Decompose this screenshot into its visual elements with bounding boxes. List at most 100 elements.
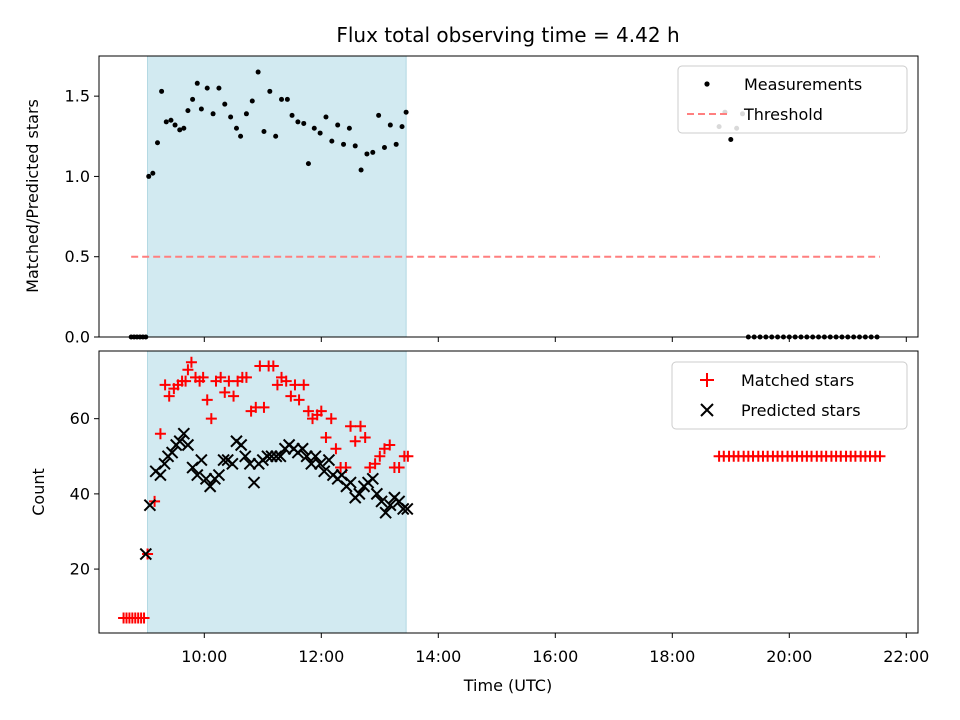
matched-star-point <box>374 450 386 462</box>
measurement-point <box>346 125 352 131</box>
y-tick-label: 0.5 <box>65 247 90 266</box>
x-tick-label: 14:00 <box>415 647 461 666</box>
predicted-star-point <box>165 446 179 459</box>
measurement-point <box>387 122 393 128</box>
measurement-point <box>329 138 335 144</box>
measurement-point <box>728 136 734 142</box>
matched-star-point <box>369 458 381 470</box>
matched-star-point <box>267 360 279 372</box>
measurement-point <box>399 124 405 130</box>
matched-star-point <box>215 371 227 383</box>
counts-y-label: Count <box>29 468 48 516</box>
predicted-star-point <box>401 502 414 516</box>
measurement-point <box>279 96 285 102</box>
matched-star-point <box>293 394 305 406</box>
measurement-point <box>190 96 196 102</box>
predicted-star-point <box>300 450 313 463</box>
matched-star-point <box>182 364 194 376</box>
measurement-point <box>249 98 255 104</box>
matched-star-point <box>302 405 314 417</box>
predicted-star-point <box>379 506 392 519</box>
matched-star-point <box>359 431 371 443</box>
legend-predicted-label: Predicted stars <box>741 401 861 420</box>
matched-star-point <box>349 435 361 447</box>
ratio-y-label: Matched/Predicted stars <box>23 99 42 293</box>
observing-window-bottom <box>147 350 407 634</box>
predicted-star-point <box>247 476 261 489</box>
measurement-point <box>194 80 200 86</box>
matched-star-point <box>285 390 297 402</box>
measurement-point <box>364 151 370 157</box>
measurement-point <box>163 119 169 125</box>
measurement-point <box>341 141 347 147</box>
measurement-point <box>172 122 178 128</box>
predicted-star-point <box>199 472 213 486</box>
legend-matched-marker <box>700 373 714 387</box>
counts-panel: 20 40 60 10:00 12:00 14:00 16:00 18:00 20:00 22:… <box>29 350 929 695</box>
matched-star-point <box>330 443 342 455</box>
predicted-stars-points <box>139 427 414 561</box>
matched-star-point <box>205 413 217 425</box>
measurement-point <box>185 108 191 114</box>
predicted-star-point <box>265 450 278 463</box>
x-tick-label: 22:00 <box>883 647 929 666</box>
measurement-point <box>311 125 317 131</box>
y-tick-label: 20 <box>70 560 90 579</box>
matched-star-point <box>280 375 292 387</box>
x-tick-label: 10:00 <box>181 647 227 666</box>
predicted-star-point <box>177 427 191 440</box>
ratio-legend-box <box>677 65 908 134</box>
measurement-point <box>267 88 273 94</box>
ratio-legend: Measurements Threshold <box>677 65 908 134</box>
matched-star-point <box>180 375 192 387</box>
predicted-star-point <box>366 472 379 486</box>
matched-star-point <box>138 612 150 624</box>
predicted-star-point <box>296 442 309 455</box>
matched-star-point <box>201 394 213 406</box>
ratio-y-ticks: 0.0 0.5 1.0 1.5 <box>65 87 99 347</box>
legend-measurements-marker <box>704 81 710 87</box>
observing-window-top <box>147 55 407 338</box>
x-tick-label: 12:00 <box>298 647 344 666</box>
matched-star-point <box>159 379 171 391</box>
measurement-point <box>393 141 399 147</box>
predicted-star-point <box>305 457 318 471</box>
measurement-point <box>146 173 152 179</box>
matched-star-point <box>228 390 240 402</box>
predicted-star-point <box>344 476 357 489</box>
x-tick-label: 18:00 <box>649 647 695 666</box>
measurement-point <box>159 88 165 94</box>
measurement-point <box>216 85 222 91</box>
measurement-point <box>352 143 358 149</box>
x-tick-label: 20:00 <box>766 647 812 666</box>
matched-star-point <box>345 420 357 432</box>
predicted-star-point <box>370 487 384 501</box>
predicted-star-point <box>239 450 252 463</box>
measurement-point <box>381 145 387 151</box>
predicted-star-point <box>139 547 153 561</box>
predicted-star-point <box>143 498 157 512</box>
ratio-axes-frame <box>98 55 919 338</box>
matched-star-point <box>384 439 396 451</box>
predicted-star-point <box>322 453 336 467</box>
predicted-star-point <box>309 450 322 463</box>
matched-star-point <box>320 431 332 443</box>
legend-measurements-label: Measurements <box>744 75 862 94</box>
measurement-point <box>289 112 295 118</box>
predicted-star-point <box>181 438 195 452</box>
legend-threshold-label: Threshold <box>743 105 823 124</box>
matched-star-point <box>142 548 154 560</box>
measurement-point <box>238 133 244 139</box>
predicted-star-point <box>243 457 257 471</box>
predicted-star-point <box>318 465 331 478</box>
matched-star-point <box>258 401 270 413</box>
counts-axes-frame <box>98 350 919 634</box>
measurement-point <box>335 122 341 128</box>
y-tick-label: 1.0 <box>65 167 90 186</box>
predicted-star-point <box>375 495 388 508</box>
measurement-point <box>150 170 156 176</box>
measurement-point <box>222 101 228 107</box>
measurement-point <box>295 119 301 125</box>
predicted-star-point <box>274 450 287 463</box>
